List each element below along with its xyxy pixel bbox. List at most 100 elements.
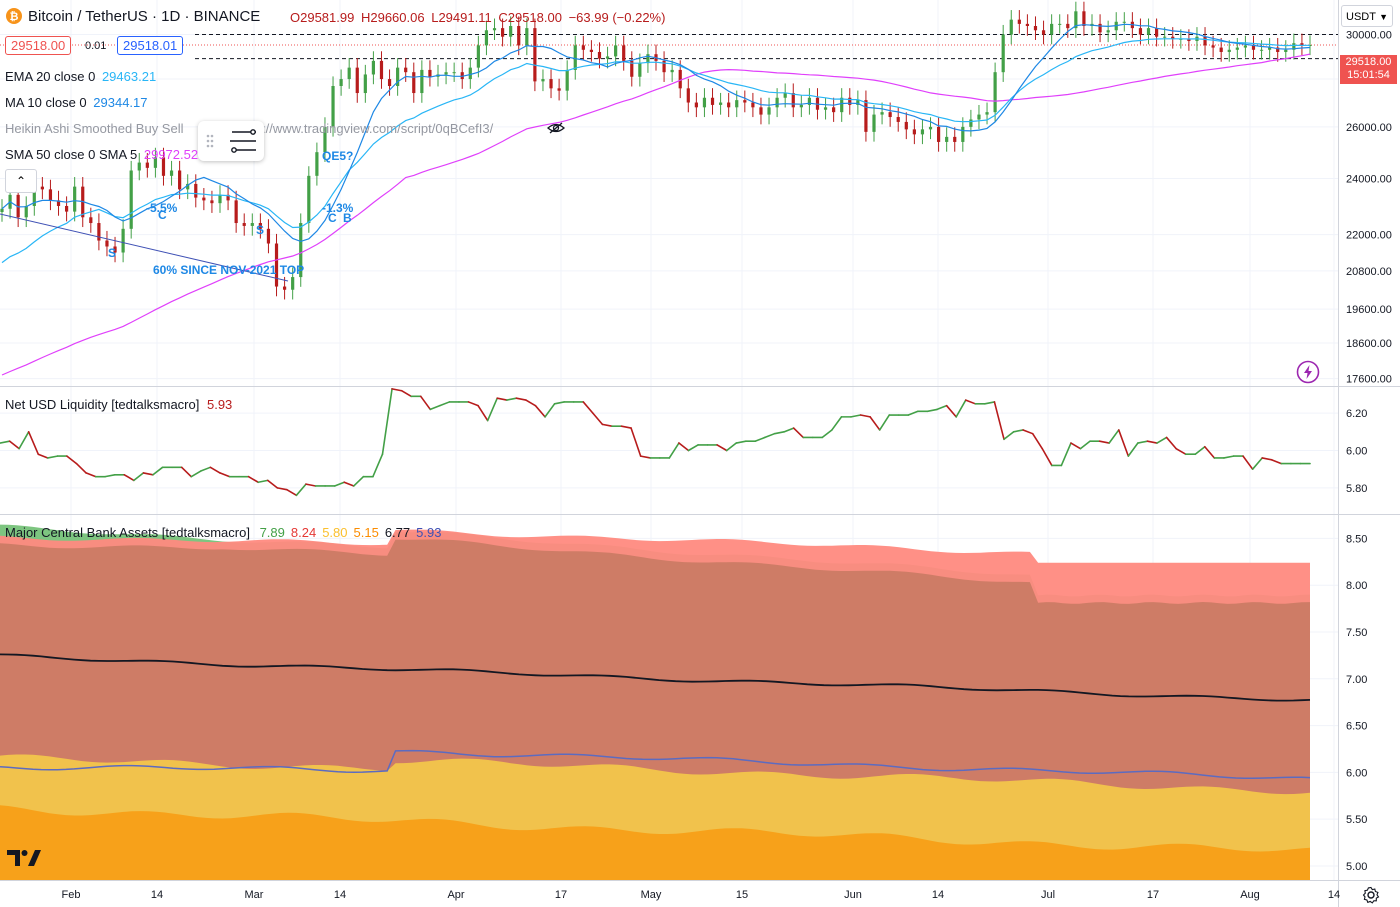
candle-body xyxy=(743,100,747,103)
price-tick-label: 26000.00 xyxy=(1346,122,1392,134)
price-axis[interactable]: 17600.00 18600.00 19600.00 20800.00 22000.00… xyxy=(62,30,1392,901)
liquidity-label: Net USD Liquidity [tedtalksmacro] xyxy=(5,397,200,412)
candle-body xyxy=(323,126,327,153)
liquidity-segment xyxy=(1175,447,1187,456)
candle-body xyxy=(1017,19,1021,24)
central-bank-label: Major Central Bank Assets [tedtalksmacro… xyxy=(5,525,250,540)
candle-body xyxy=(614,45,618,57)
candle-body xyxy=(557,88,561,91)
liquidity-segment xyxy=(1127,442,1139,457)
bar-countdown: 15:01:54 xyxy=(1347,69,1390,81)
candle-body xyxy=(605,56,610,59)
candle-body xyxy=(452,72,456,74)
liquidity-segment xyxy=(247,475,259,484)
central-bank-tick-label: 7.50 xyxy=(1346,627,1367,639)
candle-body xyxy=(331,86,335,127)
time-tick-label: 14 xyxy=(151,889,163,901)
liquidity-segment xyxy=(1060,442,1072,467)
legend-menu-button[interactable] xyxy=(198,121,264,161)
candle-body xyxy=(89,217,93,224)
candle-body xyxy=(888,112,892,118)
liquidity-segment xyxy=(955,399,967,418)
annotation-label: -1.3% xyxy=(322,201,354,215)
bitcoin-icon: ₿ xyxy=(6,8,22,24)
liquidity-segment xyxy=(936,404,948,411)
price-tick-label: 20800.00 xyxy=(1346,266,1392,278)
tradingview-logo[interactable] xyxy=(6,846,42,868)
eye-hidden-icon[interactable] xyxy=(547,121,565,135)
liquidity-segment xyxy=(1012,429,1024,433)
collapse-legend-button[interactable]: ⌃ xyxy=(5,169,37,193)
candle-body xyxy=(153,157,158,168)
candle-body xyxy=(791,93,795,108)
sma-legend[interactable]: SMA 50 close 0 SMA 5 29972.52 xyxy=(5,147,198,162)
liquidity-segment xyxy=(123,473,135,482)
ma-legend[interactable]: MA 10 close 0 29344.17 xyxy=(5,95,148,110)
liquidity-segment xyxy=(1165,436,1177,450)
liquidity-segment xyxy=(133,472,145,482)
candle-body xyxy=(1235,47,1239,50)
candle-body xyxy=(702,97,707,108)
candle-body xyxy=(581,45,585,50)
liquidity-segment xyxy=(1098,440,1110,444)
candle-body xyxy=(928,126,933,130)
chevron-up-icon: ⌃ xyxy=(15,174,27,188)
currency-select[interactable]: USDT ▼ xyxy=(1341,5,1393,27)
sell-price-button[interactable]: 29518.00 xyxy=(5,36,72,55)
liquidity-segment xyxy=(1251,457,1263,470)
liquidity-segment xyxy=(75,462,87,474)
liquidity-segment xyxy=(735,440,747,444)
candle-body xyxy=(759,107,763,115)
candle-body xyxy=(1041,30,1046,35)
candle-body xyxy=(1025,23,1030,26)
liquidity-segment xyxy=(1261,457,1273,461)
liquidity-legend[interactable]: Net USD Liquidity [tedtalksmacro] 5.93 xyxy=(5,397,232,412)
liquidity-segment xyxy=(66,455,78,465)
heikin-legend[interactable]: Heikin Ashi Smoothed Buy Sell xyxy=(5,121,184,136)
liquidity-segment xyxy=(180,466,193,478)
candle-body xyxy=(953,136,957,142)
liquidity-segment xyxy=(1031,432,1044,450)
candle-body xyxy=(1066,23,1070,29)
time-tick-label: Jun xyxy=(844,889,862,901)
symbol-title[interactable]: Bitcoin / TetherUS · 1D · BINANCE xyxy=(28,8,261,25)
central-bank-line-blue xyxy=(0,749,1311,780)
candle-body xyxy=(1243,45,1248,48)
price-pane[interactable] xyxy=(0,1,1338,376)
candle-body xyxy=(880,112,884,115)
ema-value: 29463.21 xyxy=(101,69,157,84)
candle-body xyxy=(807,97,812,105)
central-bank-area-orange xyxy=(0,805,1310,880)
candle-body xyxy=(105,240,109,247)
price-tick-label: 18600.00 xyxy=(1346,338,1392,350)
liquidity-segment xyxy=(200,466,212,472)
central-bank-pane[interactable] xyxy=(0,524,1311,880)
liquidity-segment xyxy=(8,440,20,450)
candle-body xyxy=(371,60,376,75)
liquidity-segment xyxy=(878,414,891,431)
net-liquidity-pane[interactable] xyxy=(0,388,1311,497)
candle-body xyxy=(1163,36,1167,38)
liquidity-segment xyxy=(515,397,527,401)
central-bank-value: 5.15 xyxy=(353,525,379,540)
ma-10-line xyxy=(1,23,1311,243)
liquidity-segment xyxy=(37,453,49,459)
buy-price-button[interactable]: 29518.01 xyxy=(117,36,184,55)
gear-icon[interactable] xyxy=(1362,886,1380,904)
candle-body xyxy=(460,72,464,80)
central-bank-value: 5.93 xyxy=(416,525,442,540)
ema-legend[interactable]: EMA 20 close 0 29463.21 xyxy=(5,69,156,84)
central-bank-legend[interactable]: Major Central Bank Assets [tedtalksmacro… xyxy=(5,525,441,540)
candle-body xyxy=(1268,47,1272,50)
candle-body xyxy=(404,67,408,73)
liquidity-segment xyxy=(496,397,508,401)
liquidity-segment xyxy=(993,401,1005,441)
candle-body xyxy=(848,97,852,105)
central-bank-value: 8.24 xyxy=(290,525,317,540)
candle-body xyxy=(1074,11,1078,29)
candle-body xyxy=(662,60,666,73)
candle-body xyxy=(194,183,198,198)
candle-body xyxy=(1138,28,1143,35)
lightning-icon[interactable] xyxy=(1296,360,1320,384)
